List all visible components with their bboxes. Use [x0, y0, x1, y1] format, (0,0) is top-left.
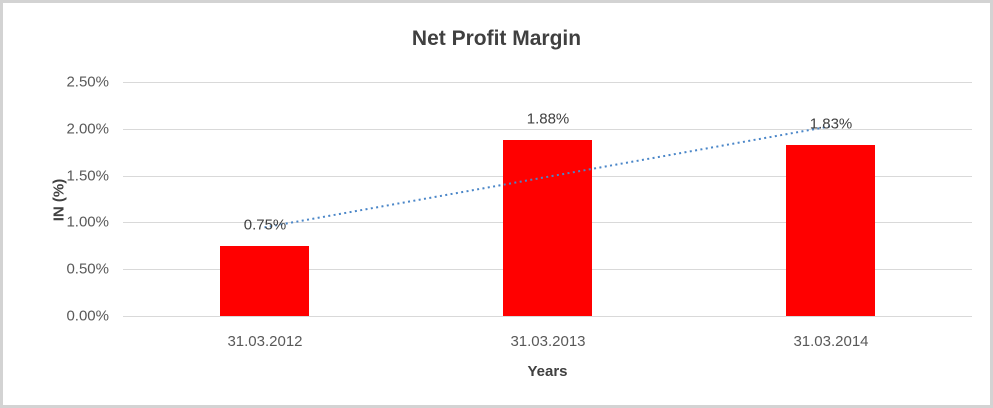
y-tick-label: 2.50% [66, 73, 109, 91]
bar-31.03.2013 [503, 140, 592, 316]
bar-31.03.2014 [786, 145, 875, 316]
bar-31.03.2012 [220, 246, 309, 316]
data-label: 0.75% [243, 216, 287, 234]
x-tick-label: 31.03.2013 [510, 333, 586, 350]
data-label: 1.88% [526, 110, 570, 128]
gridline [123, 316, 972, 317]
y-tick-label: 0.00% [66, 307, 109, 325]
y-tick-label: 1.00% [66, 213, 109, 231]
gridline [123, 82, 972, 83]
x-tick-label: 31.03.2014 [793, 333, 869, 350]
x-axis-title: Years [527, 363, 568, 380]
chart-title: Net Profit Margin [411, 27, 582, 50]
x-tick-label: 31.03.2012 [227, 333, 303, 350]
y-tick-label: 1.50% [66, 167, 109, 185]
y-tick-label: 2.00% [66, 120, 109, 138]
data-label: 1.83% [809, 115, 853, 133]
y-tick-label: 0.50% [66, 260, 109, 278]
